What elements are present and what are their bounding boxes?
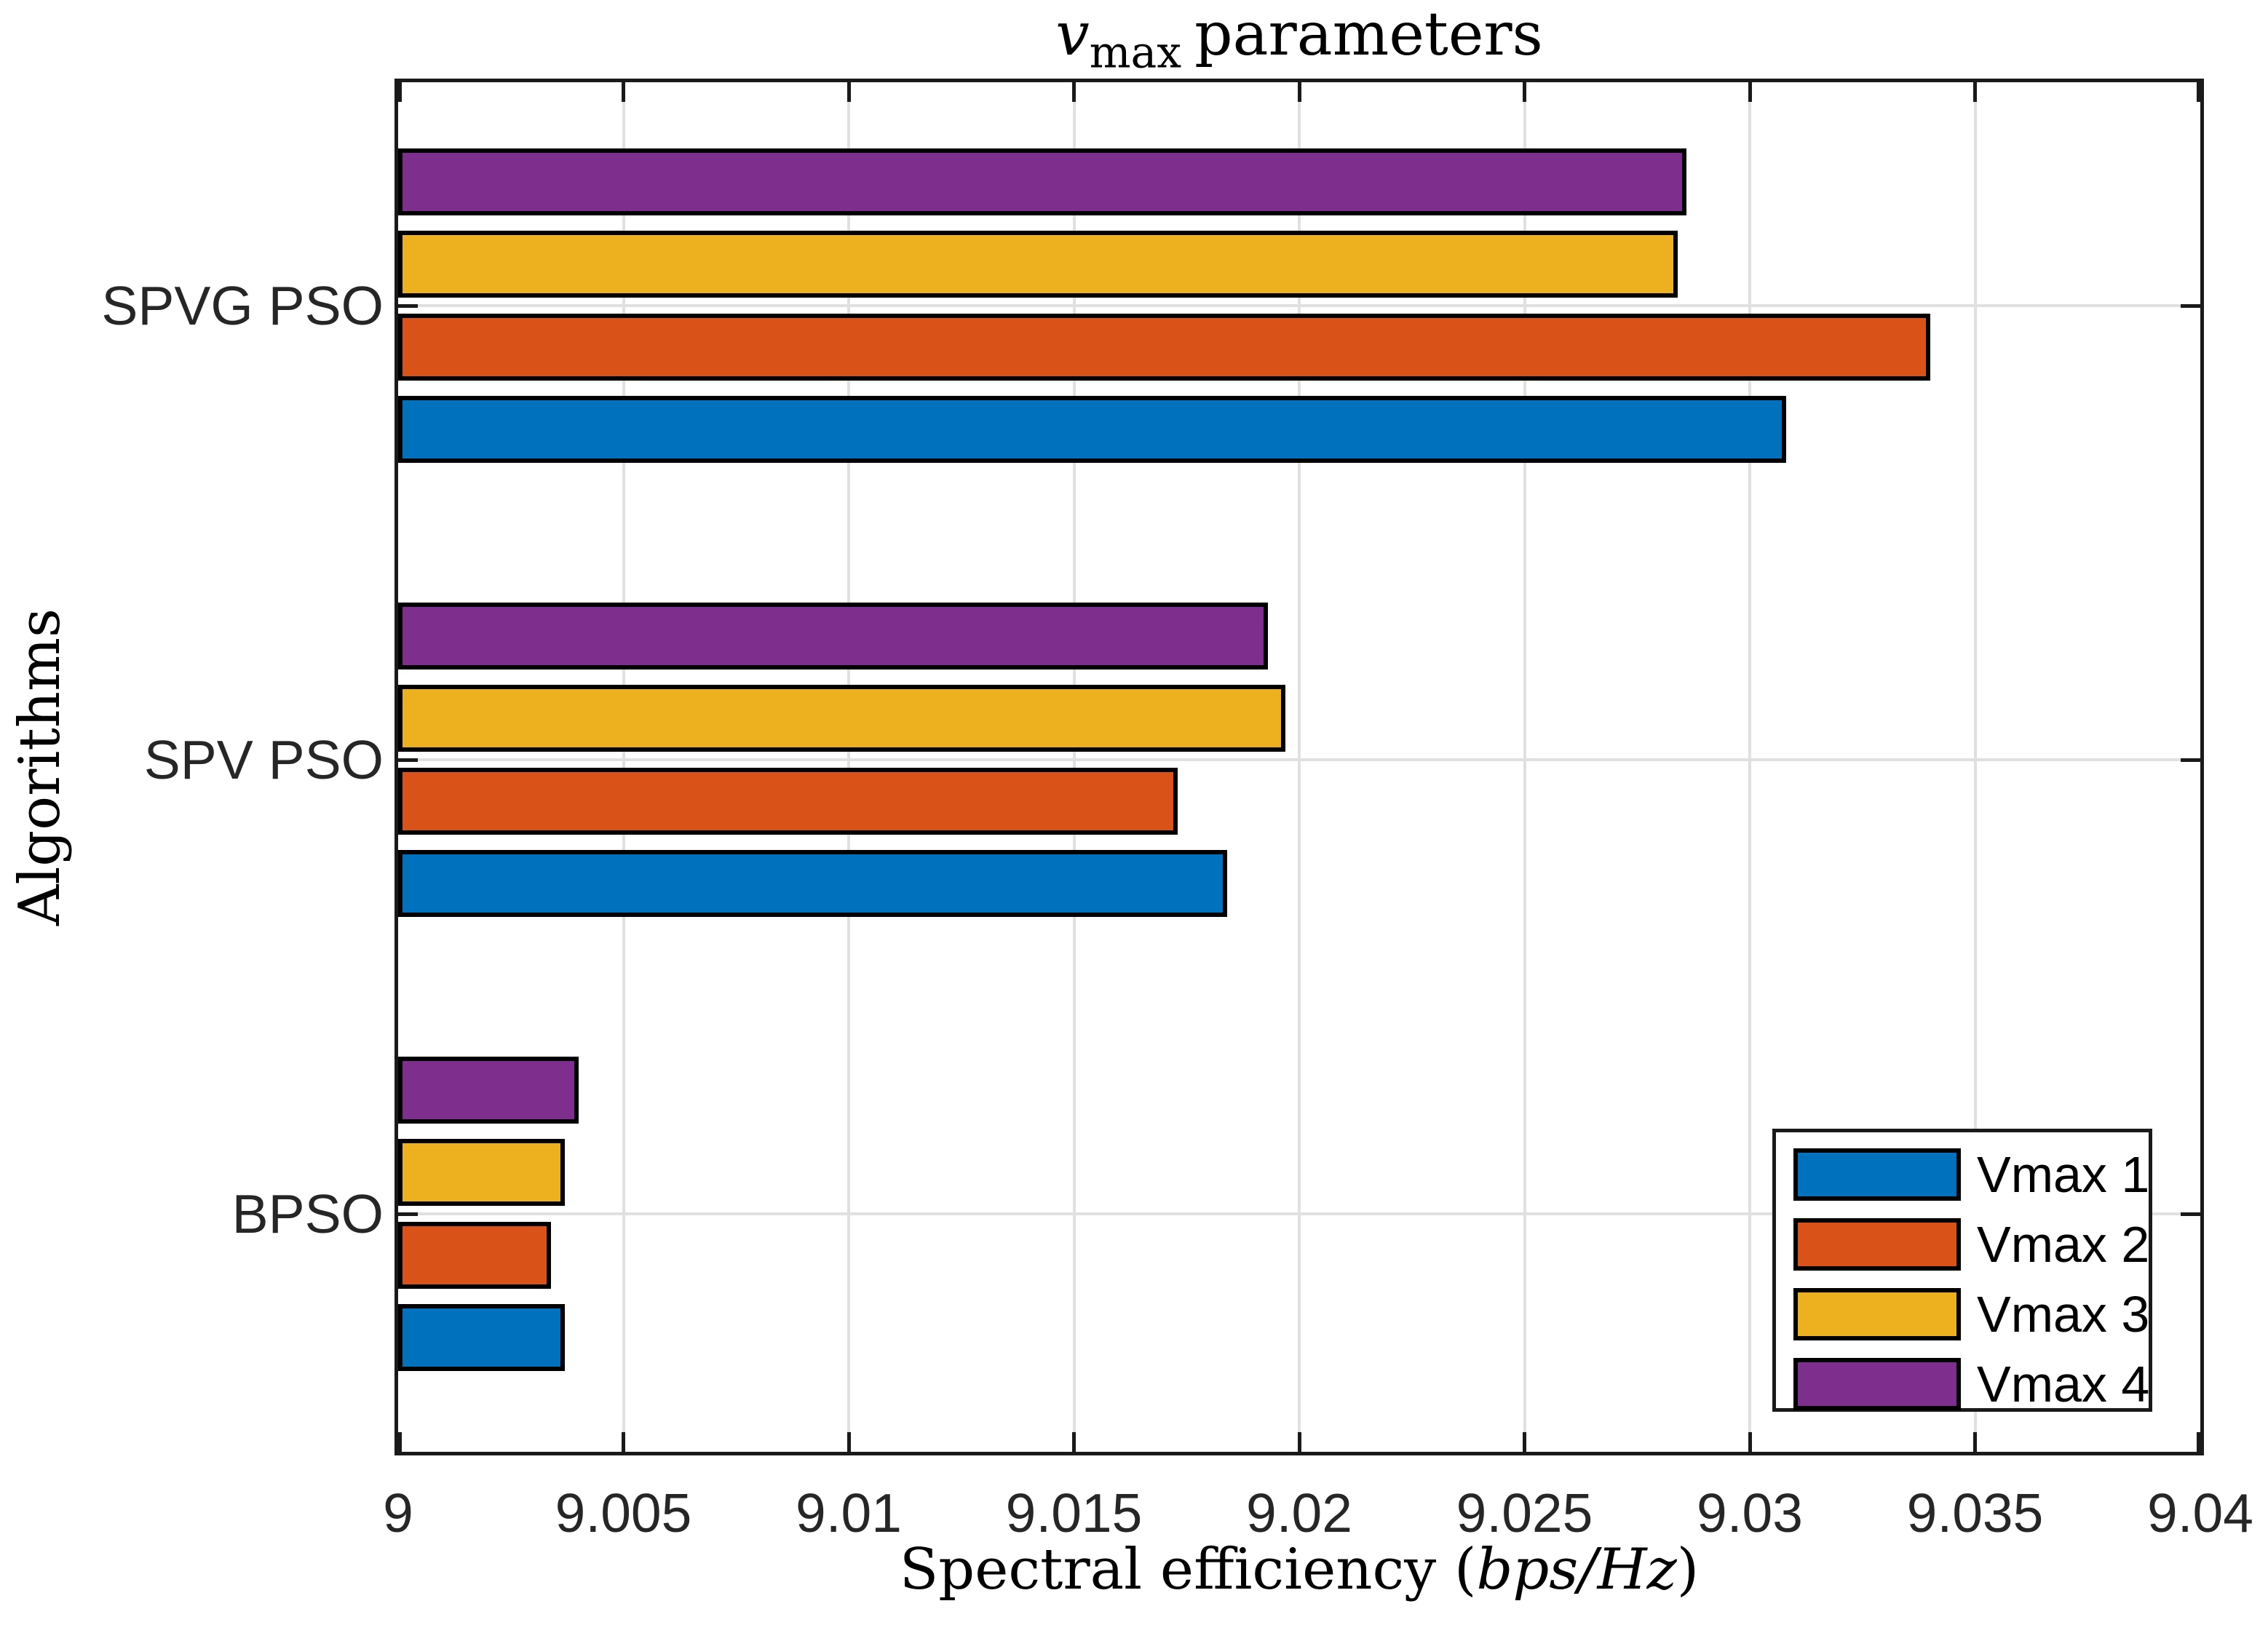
bar-spv-pso-vmax-2 [398,767,1178,835]
x-tick-mark [1072,1432,1076,1452]
plot-area [394,79,2204,1455]
x-tick-mark [1297,1432,1301,1452]
x-gridline [1973,82,1977,1452]
y-gridline [398,758,2200,761]
legend-label: Vmax 2 [1977,1216,2150,1273]
x-tick-mark [2197,1432,2200,1452]
title-subscript: max [1089,27,1182,79]
legend-swatch-vmax-4 [1793,1358,1961,1410]
x-gridline [1072,82,1076,1452]
bar-spvg-pso-vmax-2 [398,313,1930,381]
x-tick-label: 9.01 [796,1482,902,1543]
bar-bpso-vmax-2 [398,1221,552,1289]
x-tick-mark [846,1432,851,1452]
x-tick-label: 9.04 [2147,1482,2253,1543]
x-gridline [847,82,850,1452]
chart-title: vmax parameters [394,0,2204,74]
x-tick-label: 9.025 [1456,1482,1593,1543]
legend: Vmax 1 Vmax 2 Vmax 3 Vmax 4 [1772,1129,2152,1412]
y-tick-mark [2181,303,2200,308]
bar-spvg-pso-vmax-4 [398,148,1687,215]
y-gridline [398,304,2200,307]
x-tick-mark [622,1432,625,1452]
x-tick-mark [1973,1432,1977,1452]
y-tick-mark [398,303,418,308]
title-variable: v [1055,0,1090,69]
x-tick-label: 9.035 [1906,1482,2044,1543]
x-tick-label: 9.03 [1697,1482,1803,1543]
x-tick-mark [1973,82,1977,102]
y-category-label: SPV PSO [143,729,384,790]
y-gridline [398,1212,2200,1215]
y-category-label: SPVG PSO [101,275,384,336]
bar-spvg-pso-vmax-3 [398,231,1678,298]
legend-label: Vmax 1 [1977,1146,2150,1203]
x-gridline [622,82,625,1452]
bar-spv-pso-vmax-4 [398,602,1268,670]
x-tick-mark [846,82,851,102]
x-tick-mark [1297,82,1301,102]
x-tick-mark [2197,82,2200,102]
y-tick-mark [2181,758,2200,762]
xlabel-prefix: Spectral efficiency ( [899,1537,1477,1602]
xlabel-math: bps/Hz [1476,1537,1677,1602]
xlabel-suffix: ) [1676,1537,1700,1602]
y-tick-mark [2181,1212,2200,1216]
bar-bpso-vmax-1 [398,1304,566,1372]
x-gridline [1298,82,1301,1452]
x-tick-mark [622,82,625,102]
x-tick-mark [398,1432,402,1452]
bar-bpso-vmax-3 [398,1139,566,1207]
legend-swatch-vmax-3 [1793,1288,1961,1340]
x-gridline [1748,82,1751,1452]
bar-spv-pso-vmax-3 [398,685,1286,752]
legend-swatch-vmax-1 [1793,1148,1961,1201]
y-tick-mark [398,1212,418,1216]
x-tick-mark [1748,1432,1752,1452]
x-gridline [1523,82,1526,1452]
x-tick-mark [1748,82,1752,102]
x-tick-mark [1523,82,1526,102]
x-tick-mark [1523,1432,1526,1452]
x-tick-label: 9.005 [555,1482,692,1543]
y-category-label: BPSO [231,1183,384,1244]
legend-label: Vmax 4 [1977,1356,2150,1413]
y-tick-mark [398,758,418,762]
x-tick-label: 9 [383,1482,413,1543]
legend-swatch-vmax-2 [1793,1218,1961,1271]
x-axis-label: Spectral efficiency (bps/Hz) [394,1537,2204,1602]
x-tick-label: 9.015 [1005,1482,1143,1543]
bar-bpso-vmax-4 [398,1056,579,1124]
x-tick-mark [398,82,402,102]
bar-spvg-pso-vmax-1 [398,396,1786,464]
bar-spv-pso-vmax-1 [398,850,1227,918]
legend-label: Vmax 3 [1977,1286,2150,1343]
title-rest: parameters [1194,0,1543,69]
x-tick-mark [1072,82,1076,102]
x-tick-label: 9.02 [1246,1482,1352,1543]
